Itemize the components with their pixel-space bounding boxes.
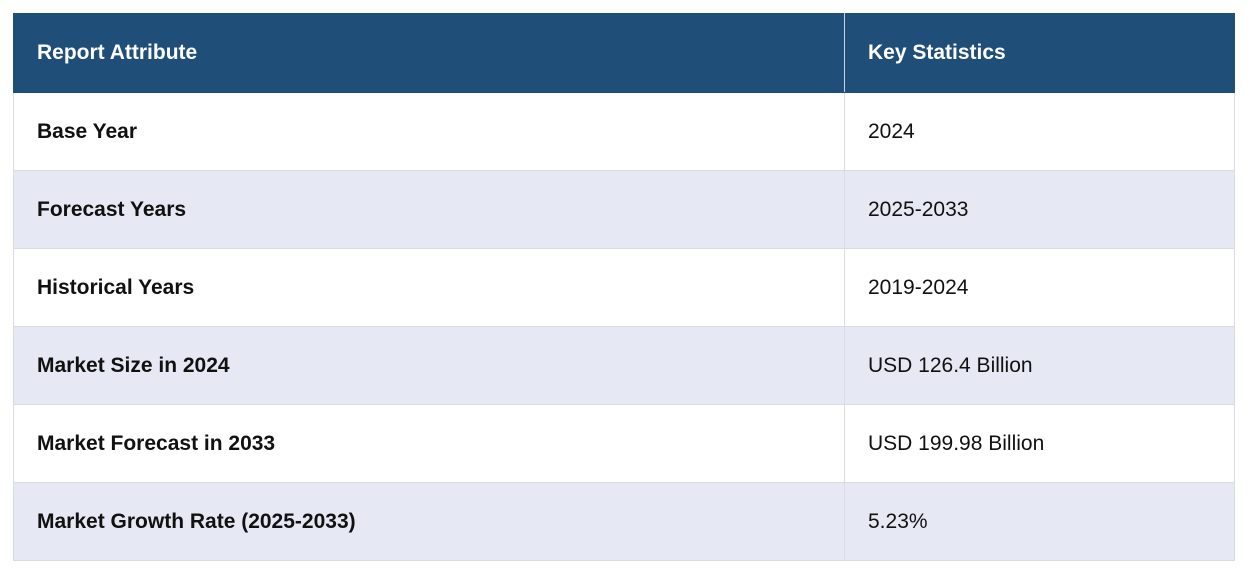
row-attribute: Market Growth Rate (2025-2033) — [13, 482, 845, 561]
row-value: 2019-2024 — [844, 248, 1235, 327]
row-value: USD 199.98 Billion — [844, 404, 1235, 483]
row-attribute: Market Size in 2024 — [13, 326, 845, 405]
report-statistics-table: Report Attribute Key Statistics Base Yea… — [13, 13, 1235, 561]
table-row: Market Size in 2024 USD 126.4 Billion — [13, 326, 1235, 405]
row-attribute: Base Year — [13, 92, 845, 171]
header-key-statistics: Key Statistics — [844, 13, 1235, 93]
row-value: 2024 — [844, 92, 1235, 171]
header-row: Report Attribute Key Statistics — [13, 13, 1235, 93]
table-row: Market Forecast in 2033 USD 199.98 Billi… — [13, 404, 1235, 483]
row-attribute: Forecast Years — [13, 170, 845, 249]
table-row: Forecast Years 2025-2033 — [13, 170, 1235, 249]
table-body: Base Year 2024 Forecast Years 2025-2033 … — [13, 92, 1235, 561]
table-row: Market Growth Rate (2025-2033) 5.23% — [13, 482, 1235, 561]
row-value: 2025-2033 — [844, 170, 1235, 249]
table-row: Historical Years 2019-2024 — [13, 248, 1235, 327]
table-header: Report Attribute Key Statistics — [13, 13, 1235, 93]
row-value: 5.23% — [844, 482, 1235, 561]
row-value: USD 126.4 Billion — [844, 326, 1235, 405]
header-report-attribute: Report Attribute — [13, 13, 845, 93]
row-attribute: Market Forecast in 2033 — [13, 404, 845, 483]
table-row: Base Year 2024 — [13, 92, 1235, 171]
row-attribute: Historical Years — [13, 248, 845, 327]
